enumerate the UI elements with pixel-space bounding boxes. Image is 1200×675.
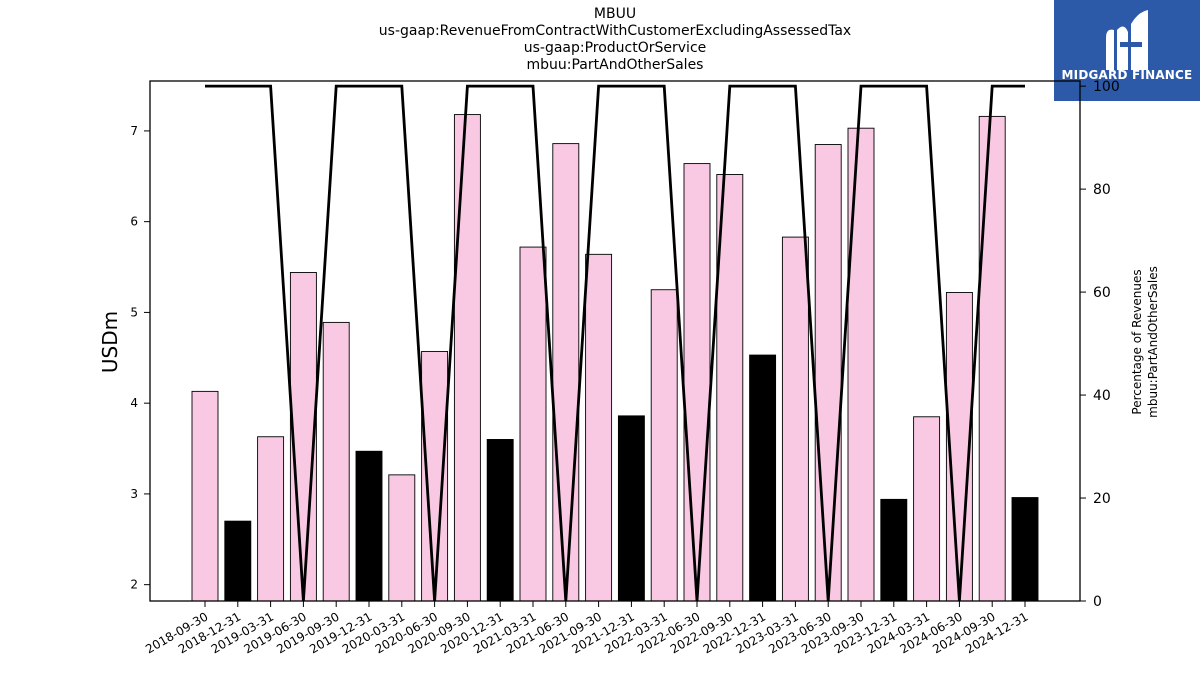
- y-tick-label-left-3: 3: [130, 487, 138, 501]
- bar-2020-03-31: [388, 474, 416, 602]
- bar-2020-09-30: [453, 114, 481, 602]
- midgard-logo-icon: [1106, 10, 1148, 71]
- y-tick-label-left-5: 5: [130, 305, 138, 319]
- bar-2024-12-31: [1011, 497, 1039, 602]
- percentage-line: [205, 84, 1025, 602]
- bar-2022-12-31: [749, 354, 777, 602]
- y-tick-label-left-4: 4: [130, 396, 138, 410]
- bar-2021-03-31: [519, 246, 547, 602]
- y-tick-label-right-40: 40: [1093, 388, 1111, 404]
- bar-2024-03-31: [913, 416, 941, 602]
- x-axis: 2018-09-302018-12-312019-03-312019-06-30…: [143, 601, 1031, 656]
- chart-title-concept: us-gaap:RevenueFromContractWithCustomerE…: [378, 23, 852, 39]
- bar-2023-09-30: [847, 127, 875, 602]
- y-axis-label-right-1: Percentage of Revenues: [1130, 269, 1144, 414]
- plot-frame: [149, 80, 1081, 602]
- bar-2022-06-30: [683, 163, 711, 602]
- bar-2018-12-31: [224, 520, 252, 602]
- y-tick-label-right-20: 20: [1093, 491, 1111, 507]
- line-layer: [205, 84, 1025, 602]
- bar-2021-06-30: [552, 143, 580, 602]
- y-tick-label-left-7: 7: [130, 124, 138, 138]
- bar-2021-09-30: [585, 253, 613, 602]
- bar-2024-09-30: [978, 115, 1006, 602]
- bar-2018-09-30: [191, 390, 219, 602]
- logo-text: MIDGARD FINANCE: [1061, 68, 1193, 82]
- chart-title-member: mbuu:PartAndOtherSales: [526, 57, 704, 73]
- y-axis-right: 0 20 40 60 80 100: [1080, 79, 1120, 610]
- y-axis-label-right-2: mbuu:PartAndOtherSales: [1146, 266, 1160, 418]
- bar-2021-12-31: [617, 415, 645, 602]
- bar-2019-09-30: [322, 321, 350, 602]
- bar-2019-06-30: [289, 272, 317, 602]
- y-tick-label-left-6: 6: [130, 215, 138, 229]
- bar-2020-12-31: [486, 439, 514, 602]
- bar-2023-06-30: [814, 144, 842, 602]
- chart-title-block: MBUU us-gaap:RevenueFromContractWithCust…: [315, 6, 915, 74]
- y-tick-label-right-80: 80: [1093, 182, 1111, 198]
- y-axis-label-left: USDm: [98, 311, 122, 373]
- bar-2023-03-31: [781, 236, 809, 602]
- bar-2022-03-31: [650, 289, 678, 602]
- midgard-finance-logo: MIDGARD FINANCE: [1054, 0, 1200, 101]
- y-axis-left: 2 3 4 5 6 7: [130, 124, 150, 592]
- bar-2019-12-31: [355, 450, 383, 602]
- bar-2019-03-31: [257, 436, 285, 602]
- y-tick-label-left-2: 2: [130, 578, 138, 592]
- y-tick-label-right-0: 0: [1093, 594, 1102, 610]
- bar-2022-09-30: [716, 174, 744, 602]
- y-tick-label-right-60: 60: [1093, 285, 1111, 301]
- bar-2023-12-31: [880, 498, 908, 602]
- y-tick-label-right-100: 100: [1093, 79, 1120, 95]
- chart-title-axis: us-gaap:ProductOrService: [523, 40, 707, 56]
- chart-title-ticker: MBUU: [593, 6, 637, 22]
- bars-layer: [191, 114, 1039, 602]
